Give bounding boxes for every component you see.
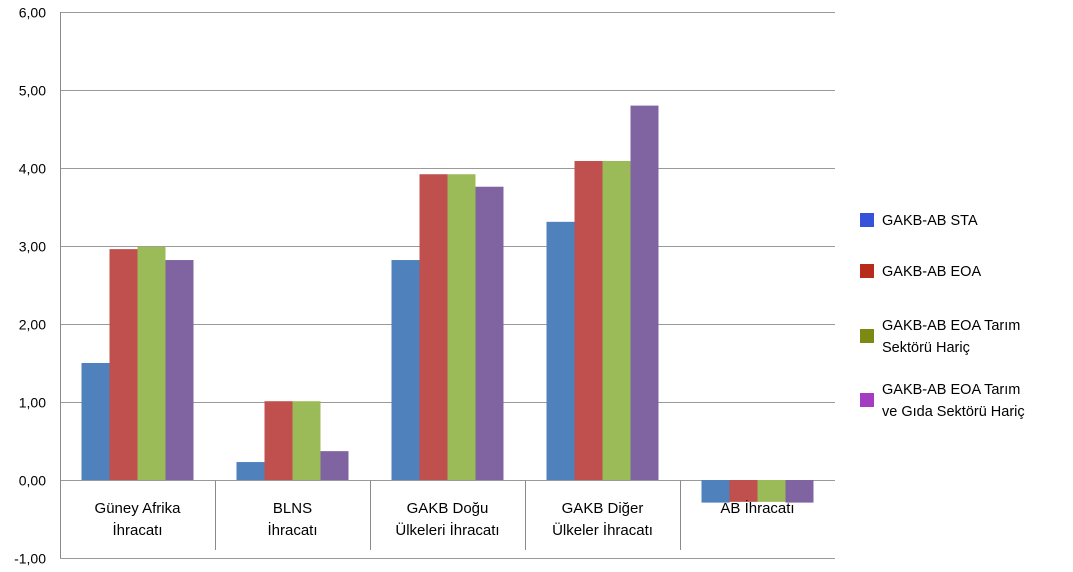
bar	[785, 480, 814, 503]
y-tick-label: 0,00	[19, 473, 46, 489]
y-tick-label: 2,00	[19, 317, 46, 333]
axes	[60, 12, 681, 558]
bar	[419, 174, 448, 481]
legend-item: GAKB-AB EOA Tarım ve Gıda Sektörü Hariç	[860, 382, 1025, 420]
bar	[630, 105, 659, 480]
bar	[165, 260, 194, 480]
x-category-label: GAKB Doğu Ülkeleri İhracatı	[395, 500, 499, 539]
bar	[757, 480, 786, 502]
x-category-label: BLNS İhracatı	[267, 500, 317, 539]
bar	[81, 363, 110, 480]
bar	[701, 480, 730, 503]
y-tick-label: 4,00	[19, 161, 46, 177]
legend: GAKB-AB STA GAKB-AB EOA GAKB-AB EOA Tarım S…	[860, 213, 1025, 420]
legend-item: GAKB-AB EOA Tarım Sektörü Hariç	[860, 318, 1020, 356]
legend-label: GAKB-AB EOA Tarım ve Gıda Sektörü Hariç	[882, 382, 1025, 420]
legend-label: GAKB-AB STA	[882, 213, 978, 229]
bar	[729, 480, 758, 502]
y-axis-tick-labels: -1,00 0,00 1,00 2,00 3,00 4,00 5,00 6,00	[14, 5, 46, 567]
bar	[391, 260, 420, 480]
bar	[574, 160, 603, 481]
legend-swatch	[860, 393, 874, 407]
bar	[602, 160, 631, 481]
legend-swatch	[860, 264, 874, 278]
x-category-label: Güney Afrika İhracatı	[95, 500, 182, 539]
bar	[320, 451, 349, 480]
bar	[292, 401, 321, 480]
bar	[447, 174, 476, 481]
bar	[137, 246, 166, 480]
y-tick-label: 3,00	[19, 239, 46, 255]
bar	[109, 249, 138, 480]
bar	[264, 401, 293, 480]
legend-swatch	[860, 213, 874, 227]
y-tick-label: 1,00	[19, 395, 46, 411]
x-axis-category-labels: Güney Afrika İhracatı BLNS İhracatı GAKB Doğ…	[95, 499, 795, 539]
legend-label: GAKB-AB EOA Tarım Sektörü Hariç	[882, 318, 1020, 356]
legend-swatch	[860, 329, 874, 343]
y-tick-label: 5,00	[19, 83, 46, 99]
bar	[236, 462, 265, 480]
x-category-label: GAKB Diğer Ülkeler İhracatı	[552, 500, 653, 539]
x-category-label: AB İhracatı	[720, 499, 794, 517]
legend-label: GAKB-AB EOA	[882, 264, 981, 280]
bars	[81, 105, 814, 503]
legend-item: GAKB-AB EOA	[860, 264, 981, 280]
bar	[475, 186, 504, 480]
y-tick-label: -1,00	[14, 551, 46, 567]
legend-item: GAKB-AB STA	[860, 213, 978, 229]
bar	[546, 221, 575, 480]
y-tick-label: 6,00	[19, 5, 46, 21]
